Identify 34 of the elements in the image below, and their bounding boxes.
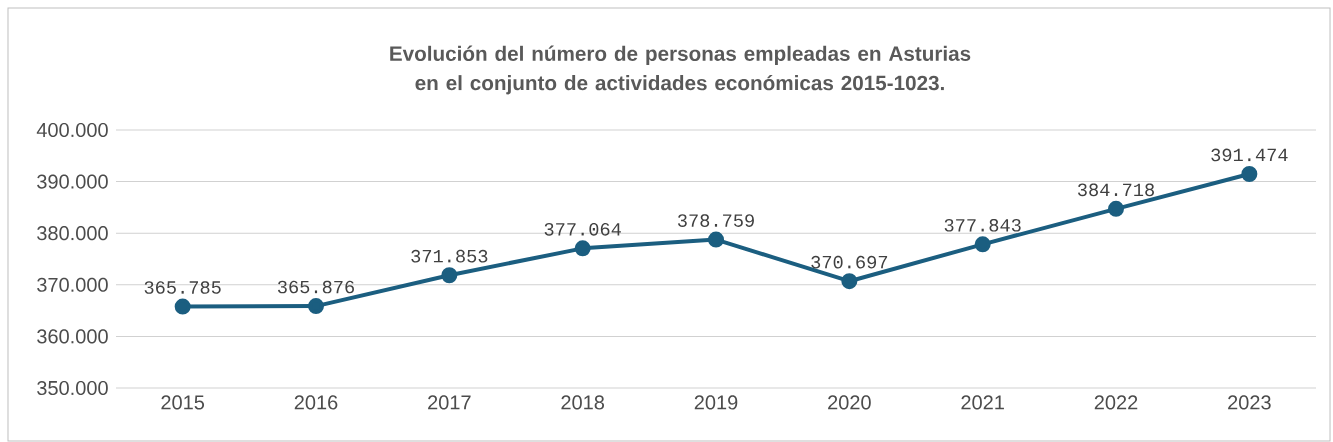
x-tick-label: 2016	[294, 395, 338, 410]
point	[441, 267, 458, 284]
y-tick-label: 380.000	[37, 226, 108, 241]
data-label: 365.785	[144, 281, 221, 294]
point	[174, 298, 191, 315]
point	[1108, 200, 1125, 217]
y-tick-label: 390.000	[37, 174, 108, 189]
y-tick-label: 370.000	[37, 277, 108, 292]
point	[841, 273, 858, 290]
chart-title: Evolución del número de personas empleadas en Asturias en el conjunto de actividades económicas 2015-1023.	[390, 45, 971, 95]
data-label: 370.697	[811, 255, 888, 269]
data-label: 377.064	[544, 222, 621, 236]
x-tick-label: 2015	[161, 395, 205, 410]
y-tick-label: 360.000	[37, 329, 108, 344]
x-tick-label: 2019	[694, 395, 738, 410]
x-tick-label: 2020	[828, 395, 871, 410]
x-tick-label: 2021	[961, 395, 1004, 410]
data-label: 371.853	[411, 249, 488, 263]
point	[974, 236, 991, 253]
y-tick-label: 350.000	[37, 380, 108, 396]
y-tick-label: 400.000	[36, 122, 108, 138]
x-tick-label: 2023	[1228, 395, 1271, 410]
point	[574, 240, 591, 257]
point	[1241, 165, 1258, 182]
data-label: 377.843	[944, 218, 1021, 232]
point	[308, 298, 325, 315]
data-label: 384.718	[1077, 183, 1154, 197]
x-tick-label: 2017	[428, 395, 471, 410]
data-label: 365.876	[277, 280, 354, 294]
data-label: 391.474	[1211, 148, 1288, 162]
x-tick-label: 2018	[561, 395, 605, 410]
data-label: 378.759	[677, 214, 754, 227]
point	[708, 231, 725, 248]
x-tick-label: 2022	[1094, 395, 1138, 410]
